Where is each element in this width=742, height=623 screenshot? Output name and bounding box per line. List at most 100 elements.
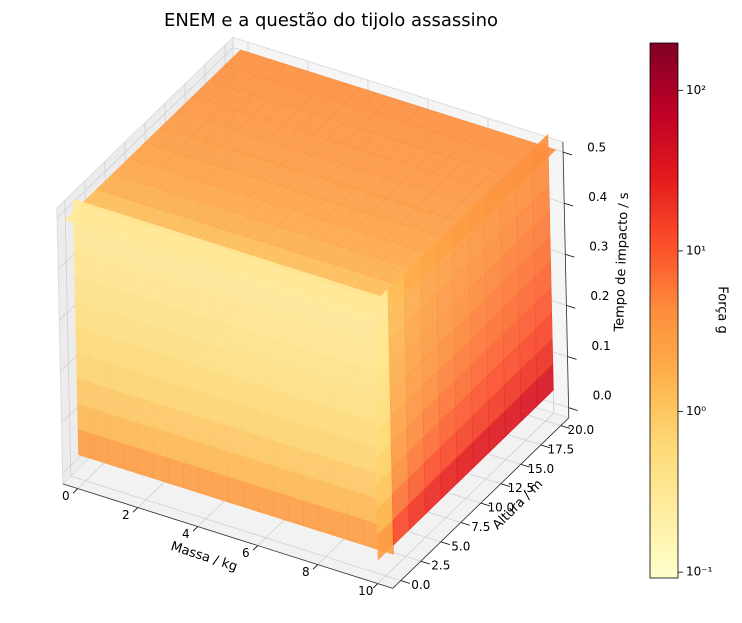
y-tick-label: 5.0 bbox=[451, 539, 470, 553]
z-axis-line bbox=[562, 141, 570, 418]
point bbox=[193, 287, 211, 320]
point bbox=[148, 248, 165, 280]
point bbox=[362, 518, 379, 551]
x-tick bbox=[372, 583, 379, 589]
point bbox=[314, 376, 332, 409]
y-tick bbox=[540, 444, 550, 449]
point bbox=[133, 243, 150, 275]
point bbox=[179, 308, 196, 340]
point bbox=[211, 420, 228, 452]
point bbox=[105, 335, 122, 368]
x-tick bbox=[72, 488, 79, 494]
z-tick bbox=[565, 253, 575, 258]
point bbox=[332, 509, 349, 541]
point bbox=[270, 388, 287, 420]
point bbox=[181, 410, 198, 443]
point bbox=[239, 327, 256, 359]
point bbox=[151, 401, 168, 433]
point bbox=[207, 241, 225, 273]
point bbox=[121, 391, 138, 424]
point bbox=[347, 514, 364, 546]
point bbox=[227, 450, 244, 482]
point bbox=[226, 399, 243, 431]
point bbox=[106, 361, 123, 393]
z-tick bbox=[562, 151, 573, 156]
point bbox=[315, 402, 332, 434]
point bbox=[254, 357, 272, 390]
point bbox=[238, 276, 255, 308]
point bbox=[253, 306, 271, 339]
y-tick bbox=[500, 483, 510, 487]
point bbox=[212, 471, 229, 503]
point bbox=[89, 280, 106, 312]
y-tick bbox=[440, 541, 450, 546]
point bbox=[331, 458, 348, 490]
point bbox=[313, 300, 330, 332]
z-tick bbox=[564, 202, 574, 207]
point bbox=[76, 352, 93, 384]
point bbox=[346, 437, 363, 469]
point bbox=[237, 250, 255, 283]
point bbox=[330, 407, 347, 439]
point bbox=[182, 461, 199, 494]
x-tick-label: 6 bbox=[242, 546, 250, 560]
point bbox=[103, 259, 121, 291]
point bbox=[299, 346, 316, 378]
colorbar-tick-label: 10¹ bbox=[686, 243, 706, 257]
z-tick-label: 0.0 bbox=[593, 388, 612, 402]
point bbox=[104, 310, 122, 342]
point bbox=[164, 303, 181, 336]
point bbox=[73, 249, 91, 282]
y-tick-label: 2.5 bbox=[431, 559, 450, 573]
point bbox=[287, 495, 304, 527]
point bbox=[180, 359, 197, 391]
point bbox=[256, 434, 273, 466]
point bbox=[197, 441, 214, 473]
x-tick bbox=[132, 507, 139, 513]
point bbox=[137, 422, 154, 454]
point bbox=[118, 238, 135, 270]
point bbox=[253, 281, 270, 313]
x-tick bbox=[312, 564, 319, 570]
points bbox=[64, 49, 557, 561]
point bbox=[163, 278, 181, 310]
point bbox=[285, 392, 302, 425]
z-tick bbox=[567, 356, 577, 360]
point bbox=[256, 409, 273, 441]
point bbox=[226, 425, 243, 457]
point bbox=[313, 325, 331, 358]
point bbox=[225, 373, 242, 406]
point bbox=[167, 431, 184, 463]
point bbox=[193, 262, 210, 294]
point bbox=[134, 319, 152, 352]
point bbox=[117, 212, 135, 245]
point bbox=[283, 290, 300, 322]
point bbox=[346, 463, 363, 495]
point bbox=[347, 488, 364, 520]
point bbox=[345, 411, 362, 444]
point bbox=[269, 337, 286, 369]
point bbox=[92, 433, 109, 465]
point bbox=[254, 332, 271, 364]
z-tick-label: 0.4 bbox=[588, 190, 607, 204]
chart-title: ENEM e a questão do tijolo assassino bbox=[164, 10, 498, 31]
point bbox=[316, 453, 333, 485]
point bbox=[284, 341, 301, 374]
point bbox=[284, 367, 302, 399]
point bbox=[343, 309, 360, 341]
x-tick-label: 2 bbox=[122, 508, 130, 522]
point bbox=[194, 338, 212, 371]
point bbox=[162, 227, 180, 259]
point bbox=[102, 208, 120, 240]
point bbox=[88, 229, 105, 261]
point bbox=[302, 499, 319, 532]
y-tick-label: 10.0 bbox=[487, 501, 514, 515]
point bbox=[329, 356, 346, 388]
point bbox=[300, 397, 317, 429]
point bbox=[73, 224, 90, 256]
z-tick bbox=[566, 305, 576, 309]
point bbox=[287, 469, 304, 501]
colorbar bbox=[649, 42, 679, 579]
point bbox=[209, 318, 226, 350]
